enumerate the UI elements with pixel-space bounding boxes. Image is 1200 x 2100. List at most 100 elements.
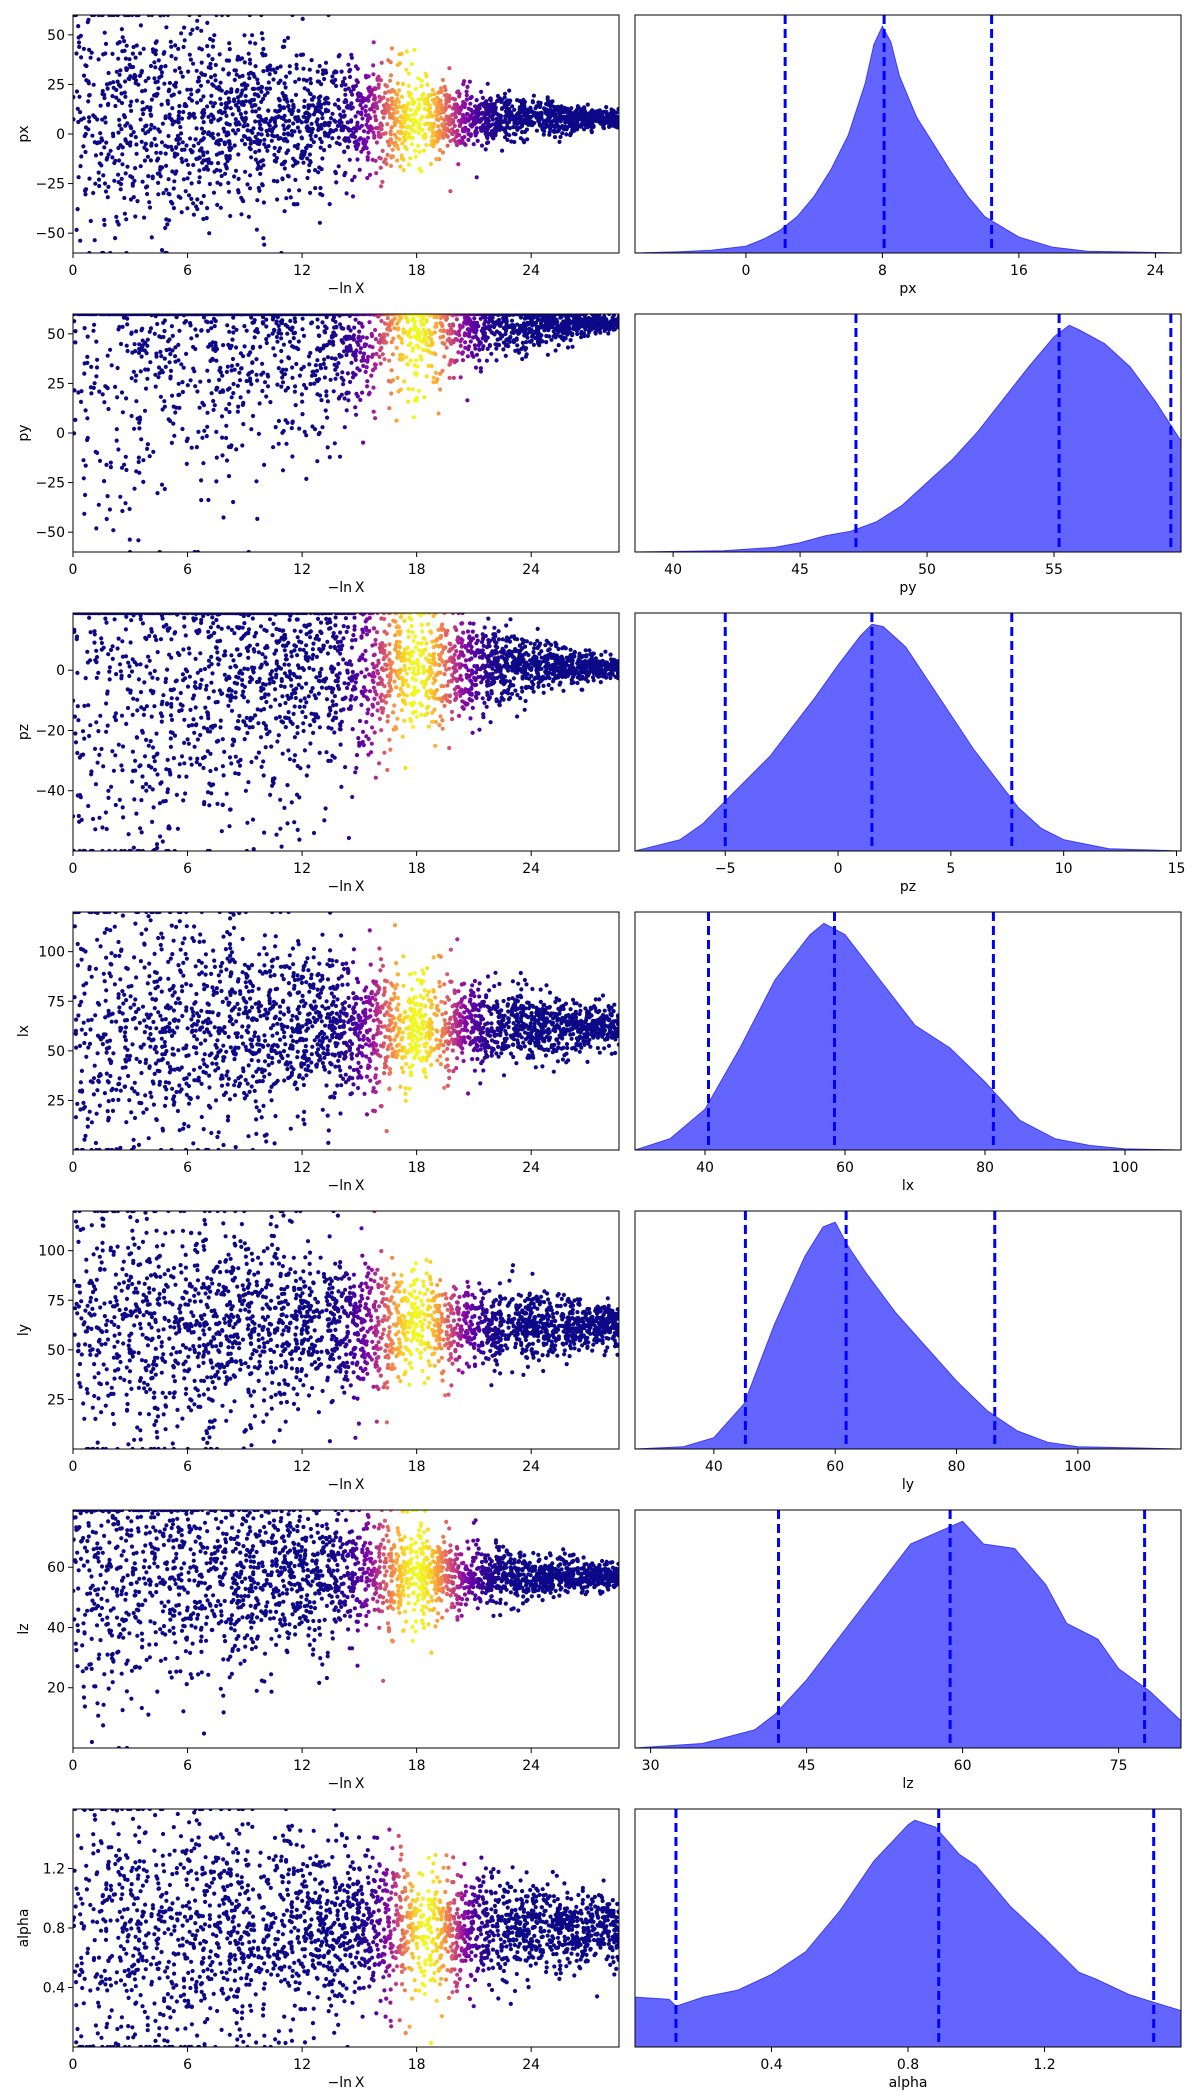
sample-point (390, 352, 395, 357)
sample-point (201, 315, 207, 320)
sample-point (173, 410, 178, 415)
sample-point (262, 137, 267, 142)
sample-point (488, 314, 493, 317)
sample-point (496, 127, 501, 132)
sample-point (347, 157, 352, 162)
sample-point (300, 412, 305, 417)
sample-point (396, 326, 401, 331)
sample-point (338, 322, 343, 327)
sample-point (199, 478, 204, 483)
sample-point (214, 152, 219, 157)
sample-point (484, 358, 489, 363)
sample-point (227, 156, 232, 161)
sample-point (414, 314, 419, 317)
sample-point (308, 314, 313, 317)
sample-point (265, 384, 271, 389)
sample-point (129, 413, 134, 419)
sample-point (240, 99, 245, 105)
sample-point (199, 60, 204, 65)
sample-point (289, 132, 294, 137)
sample-point (197, 175, 202, 180)
sample-point (226, 100, 231, 105)
sample-point (363, 104, 368, 109)
sample-point (465, 112, 470, 117)
sample-point (582, 127, 587, 132)
sample-point (585, 102, 590, 107)
sample-point (376, 82, 381, 87)
sample-point (580, 115, 585, 120)
sample-point (326, 121, 331, 126)
sample-point (180, 74, 185, 79)
sample-point (170, 333, 175, 338)
sample-point (188, 378, 193, 383)
sample-point (102, 217, 107, 222)
sample-point (247, 57, 253, 62)
sample-point (162, 356, 167, 361)
sample-point (138, 164, 143, 169)
sample-point (318, 363, 323, 368)
sample-point (544, 108, 549, 113)
sample-point (249, 369, 255, 374)
sample-point (180, 426, 185, 432)
sample-point (92, 140, 97, 145)
sample-point (451, 323, 456, 328)
sample-point (544, 340, 549, 345)
sample-point (472, 316, 477, 321)
sample-point (447, 122, 452, 127)
sample-point (122, 48, 127, 53)
sample-point (157, 549, 162, 552)
sample-point (538, 123, 543, 128)
sample-point (187, 96, 192, 101)
sample-point (179, 131, 184, 136)
sample-point (261, 96, 266, 101)
sample-point (348, 336, 353, 341)
sample-point (524, 340, 529, 345)
sample-point (134, 329, 139, 334)
sample-point (246, 71, 251, 76)
sample-point (342, 76, 347, 81)
sample-point (248, 40, 253, 45)
sample-point (373, 416, 378, 421)
sample-point (226, 189, 232, 194)
sample-point (273, 159, 279, 164)
sample-point (118, 68, 123, 73)
sample-point (189, 181, 194, 186)
sample-point (137, 73, 143, 78)
sample-point (365, 155, 370, 160)
sample-point (593, 330, 598, 335)
sample-point (86, 79, 91, 84)
sample-point (399, 114, 404, 119)
sample-point (504, 131, 509, 136)
sample-point (413, 86, 418, 92)
sample-point (394, 345, 399, 350)
sample-point (286, 124, 291, 129)
sample-point (83, 463, 88, 468)
sample-point (83, 408, 88, 413)
sample-point (254, 479, 259, 484)
sample-point (518, 324, 523, 329)
sample-point (184, 158, 189, 163)
sample-point (212, 101, 217, 106)
sample-point (177, 136, 183, 141)
sample-point (309, 58, 314, 63)
sample-point (494, 116, 499, 121)
sample-point (454, 317, 459, 322)
sample-point (325, 399, 330, 404)
sample-point (331, 342, 336, 347)
sample-point (473, 365, 479, 370)
sample-point (531, 342, 537, 347)
sample-point (290, 15, 295, 18)
sample-point (236, 100, 241, 105)
sample-point (193, 346, 198, 352)
sample-point (561, 331, 567, 336)
sample-point (447, 322, 452, 328)
sample-point (250, 413, 256, 419)
sample-point (87, 47, 92, 53)
sample-point (107, 81, 112, 86)
sample-point (128, 74, 133, 79)
sample-point (430, 130, 436, 135)
sample-point (277, 98, 282, 103)
sample-point (499, 321, 504, 326)
sample-point (389, 368, 394, 373)
sample-point (104, 462, 109, 467)
